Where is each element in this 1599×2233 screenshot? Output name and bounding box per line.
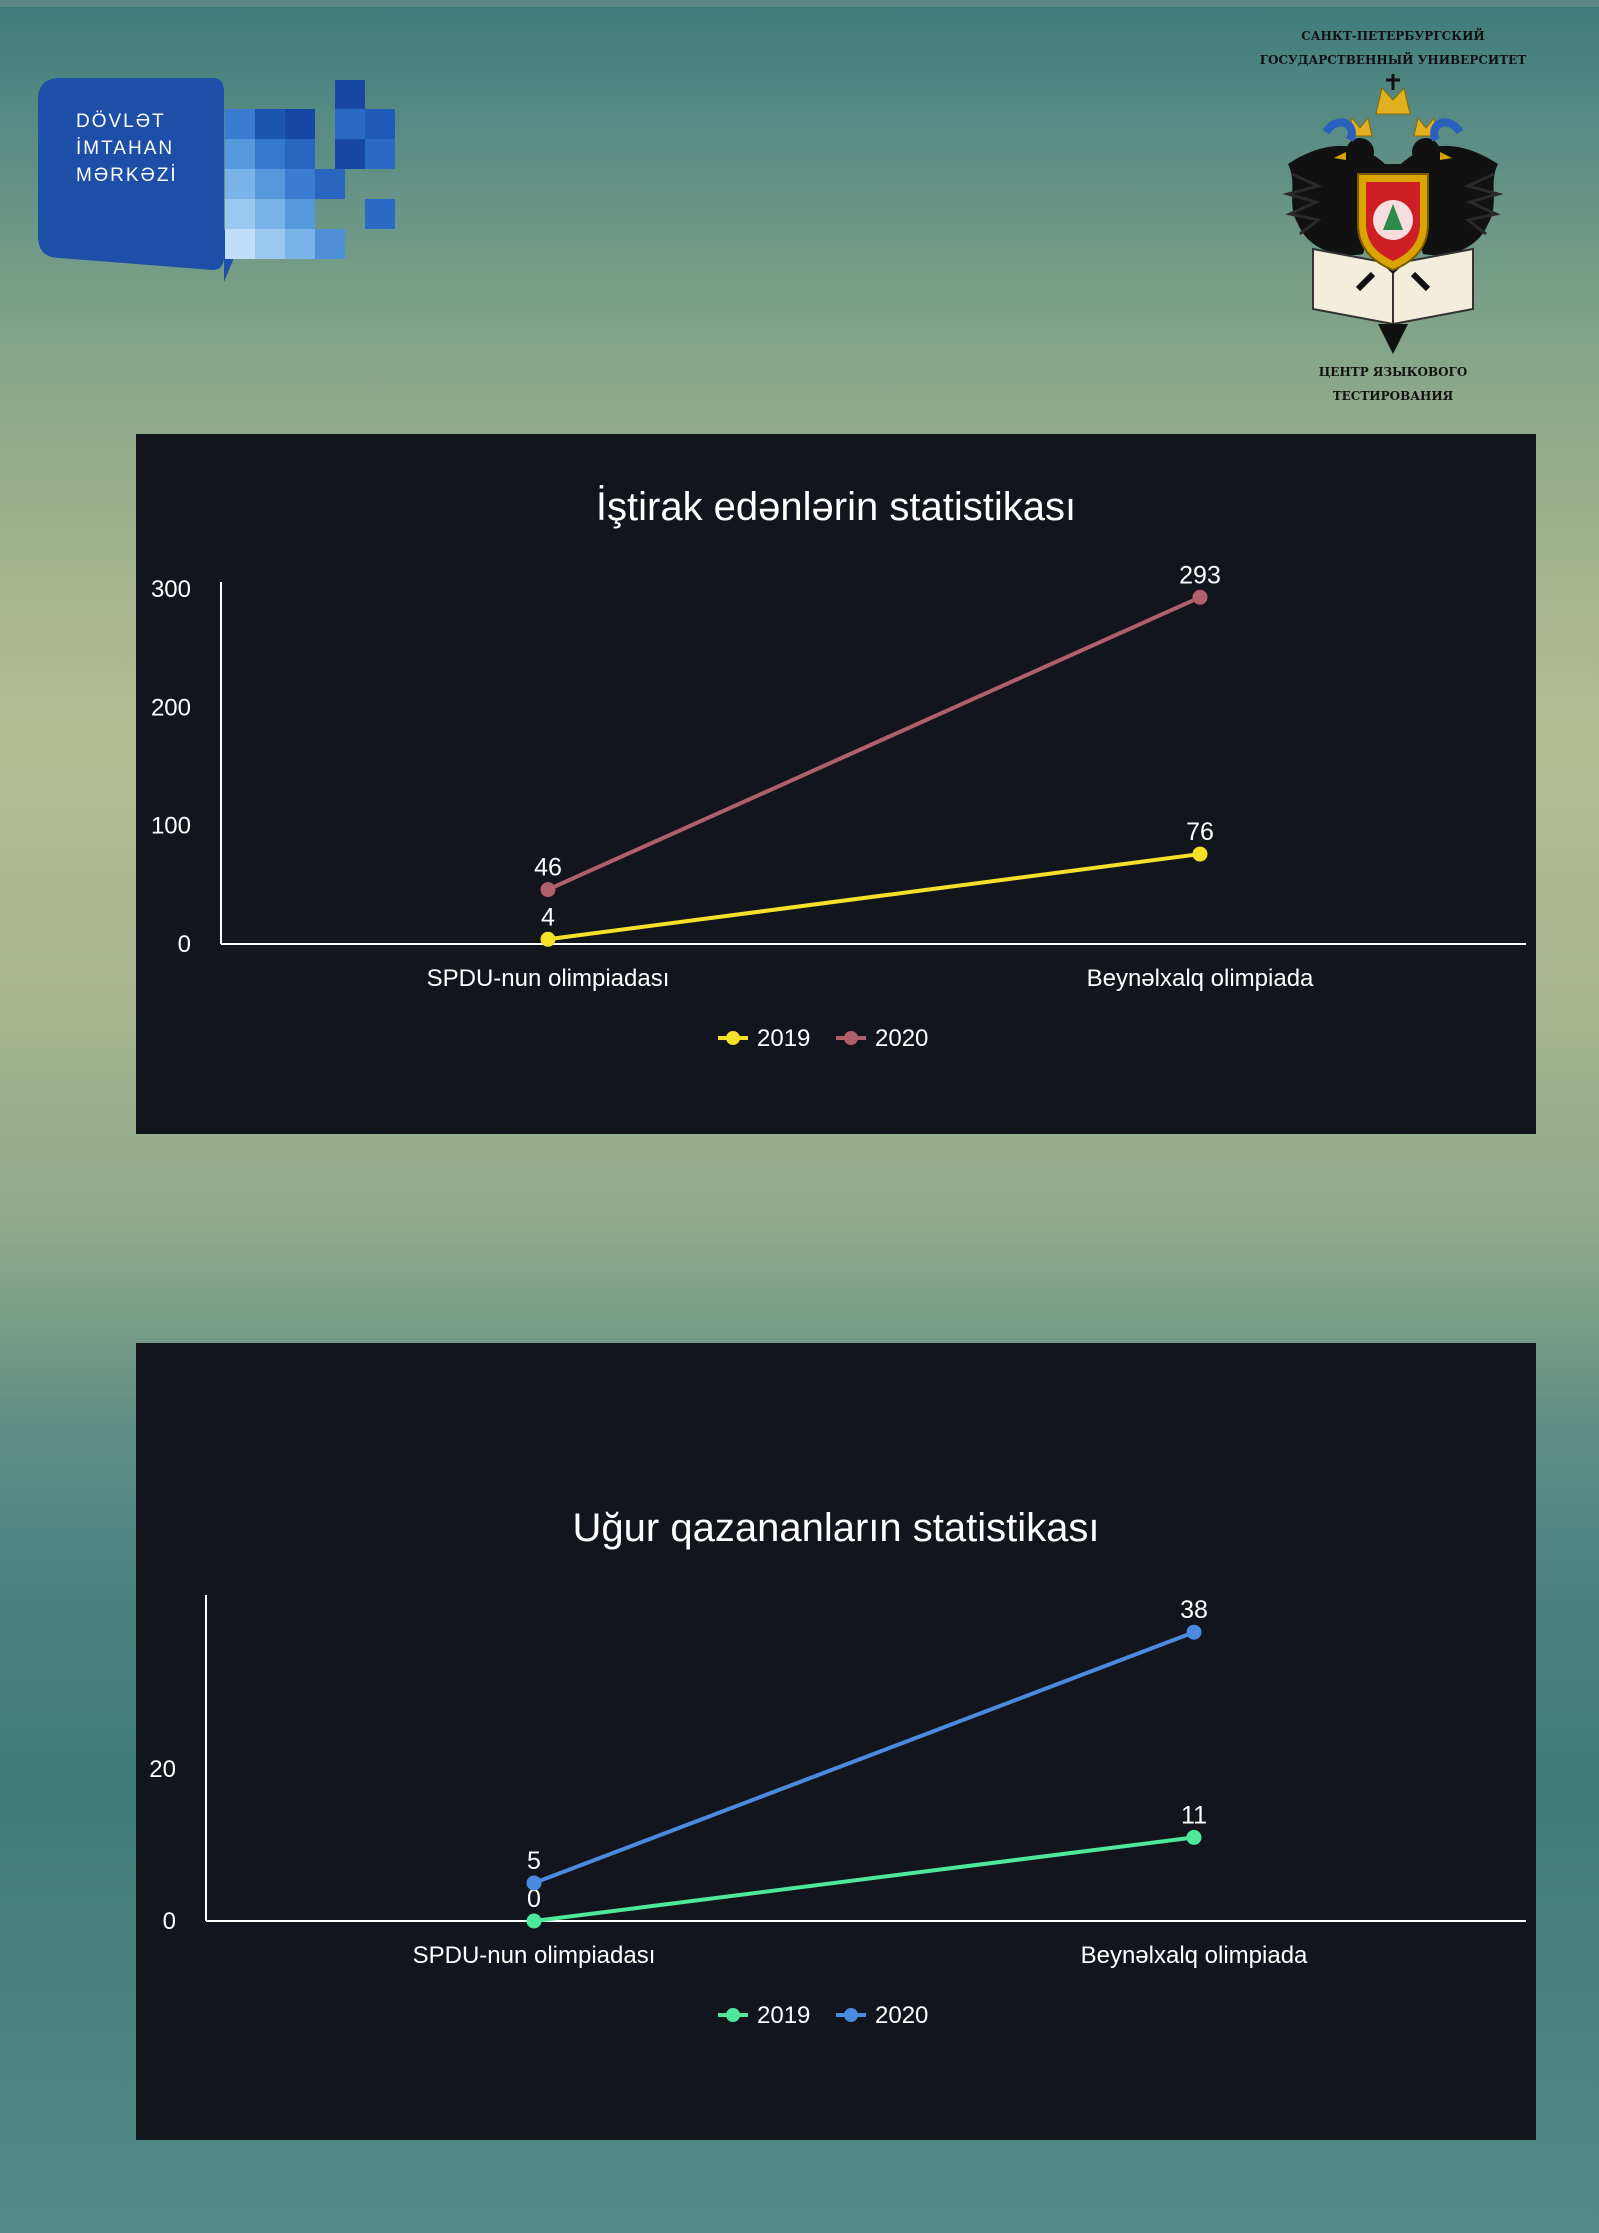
data-point-2020 [540, 882, 556, 898]
legend-swatch-dot [726, 2008, 740, 2022]
participants-chart-panel: İştirak edənlərin statistikası 0 100 200 300… [136, 434, 1536, 1134]
top-border [0, 0, 1599, 7]
data-point-2020 [1192, 589, 1208, 605]
data-label-2020: 5 [527, 1847, 541, 1875]
data-point-2019 [526, 1913, 542, 1929]
data-point-2019 [1186, 1829, 1202, 1845]
y-tick-label: 300 [151, 576, 191, 603]
data-point-2020 [1186, 1624, 1202, 1640]
spbu-logo-top-line-2: ГОСУДАРСТВЕННЫЙ УНИВЕРСИТЕТ [1259, 53, 1527, 67]
data-point-2019 [1192, 846, 1208, 862]
x-category-label: SPDU-nun olimpiadası [427, 965, 670, 992]
x-category-label: Beynəlxalq olimpiada [1087, 965, 1314, 992]
legend-item-2020: 2020 [836, 1025, 928, 1052]
spbu-logo-bottom-text: ЦЕНТР ЯЗЫКОВОГО ТЕСТИРОВАНИЯ [1238, 360, 1548, 408]
legend-swatch-dot [844, 1031, 858, 1045]
legend-swatch-dot [844, 2008, 858, 2022]
spbu-logo-bottom-line-2: ТЕСТИРОВАНИЯ [1332, 389, 1454, 403]
chart-title: İştirak edənlərin statistikası [596, 484, 1076, 529]
legend-item-2020: 2020 [836, 2002, 928, 2029]
winners-line-chart: Uğur qazananların statistikası 0 20 SPDU-nu… [149, 1506, 1526, 2029]
series-line-2019 [547, 852, 1201, 942]
spbu-logo: САНКТ-ПЕТЕРБУРГСКИЙ ГОСУДАРСТВЕННЫЙ УНИВ… [1238, 22, 1548, 414]
y-tick-label: 100 [151, 813, 191, 840]
data-label-2019: 76 [1186, 818, 1214, 846]
winners-chart-panel: Uğur qazananların statistikası 0 20 SPDU-nu… [136, 1343, 1536, 2140]
legend-label: 2019 [757, 1025, 810, 1052]
data-label-2019: 0 [527, 1885, 541, 1913]
dim-logo-graphic [38, 78, 395, 282]
dim-logo-line-3: MƏRKƏZİ [76, 165, 178, 186]
dim-logo: DÖVLƏT İMTAHAN MƏRKƏZİ [38, 78, 418, 288]
data-label-2020: 293 [1179, 561, 1221, 589]
y-tick-label: 20 [149, 1756, 176, 1783]
dim-logo-line-1: DÖVLƏT [76, 111, 166, 132]
dim-logo-text: DÖVLƏT İMTAHAN MƏRKƏZİ [76, 108, 206, 189]
data-point-2020 [526, 1875, 542, 1891]
x-category-label: Beynəlxalq olimpiada [1081, 1942, 1308, 1969]
series-line-2019 [533, 1835, 1195, 1923]
data-label-2019: 11 [1181, 1801, 1207, 1829]
dim-logo-line-2: İMTAHAN [76, 138, 175, 159]
y-tick-label: 200 [151, 694, 191, 721]
spbu-logo-top-text: САНКТ-ПЕТЕРБУРГСКИЙ ГОСУДАРСТВЕННЫЙ УНИВ… [1238, 24, 1548, 72]
x-category-label: SPDU-nun olimpiadası [413, 1942, 656, 1969]
series-line-2020 [533, 1630, 1195, 1885]
data-label-2019: 4 [541, 903, 555, 931]
legend-label: 2019 [757, 2002, 810, 2029]
data-point-2019 [540, 931, 556, 947]
participants-line-chart: İştirak edənlərin statistikası 0 100 200 300… [151, 484, 1526, 1052]
legend-swatch-dot [726, 1031, 740, 1045]
spbu-logo-bottom-line-1: ЦЕНТР ЯЗЫКОВОГО [1318, 365, 1468, 379]
double-headed-eagle-emblem [1282, 74, 1504, 354]
legend-label: 2020 [875, 1025, 928, 1052]
legend-item-2019: 2019 [718, 2002, 810, 2029]
data-label-2020: 46 [534, 854, 562, 882]
legend-item-2019: 2019 [718, 1025, 810, 1052]
legend-label: 2020 [875, 2002, 928, 2029]
series-line-2020 [547, 595, 1201, 892]
y-tick-label: 0 [178, 931, 191, 958]
chart-title: Uğur qazananların statistikası [573, 1506, 1100, 1550]
spbu-logo-top-line-1: САНКТ-ПЕТЕРБУРГСКИЙ [1301, 29, 1485, 43]
y-tick-label: 0 [163, 1908, 176, 1935]
data-label-2020: 38 [1180, 1596, 1208, 1624]
